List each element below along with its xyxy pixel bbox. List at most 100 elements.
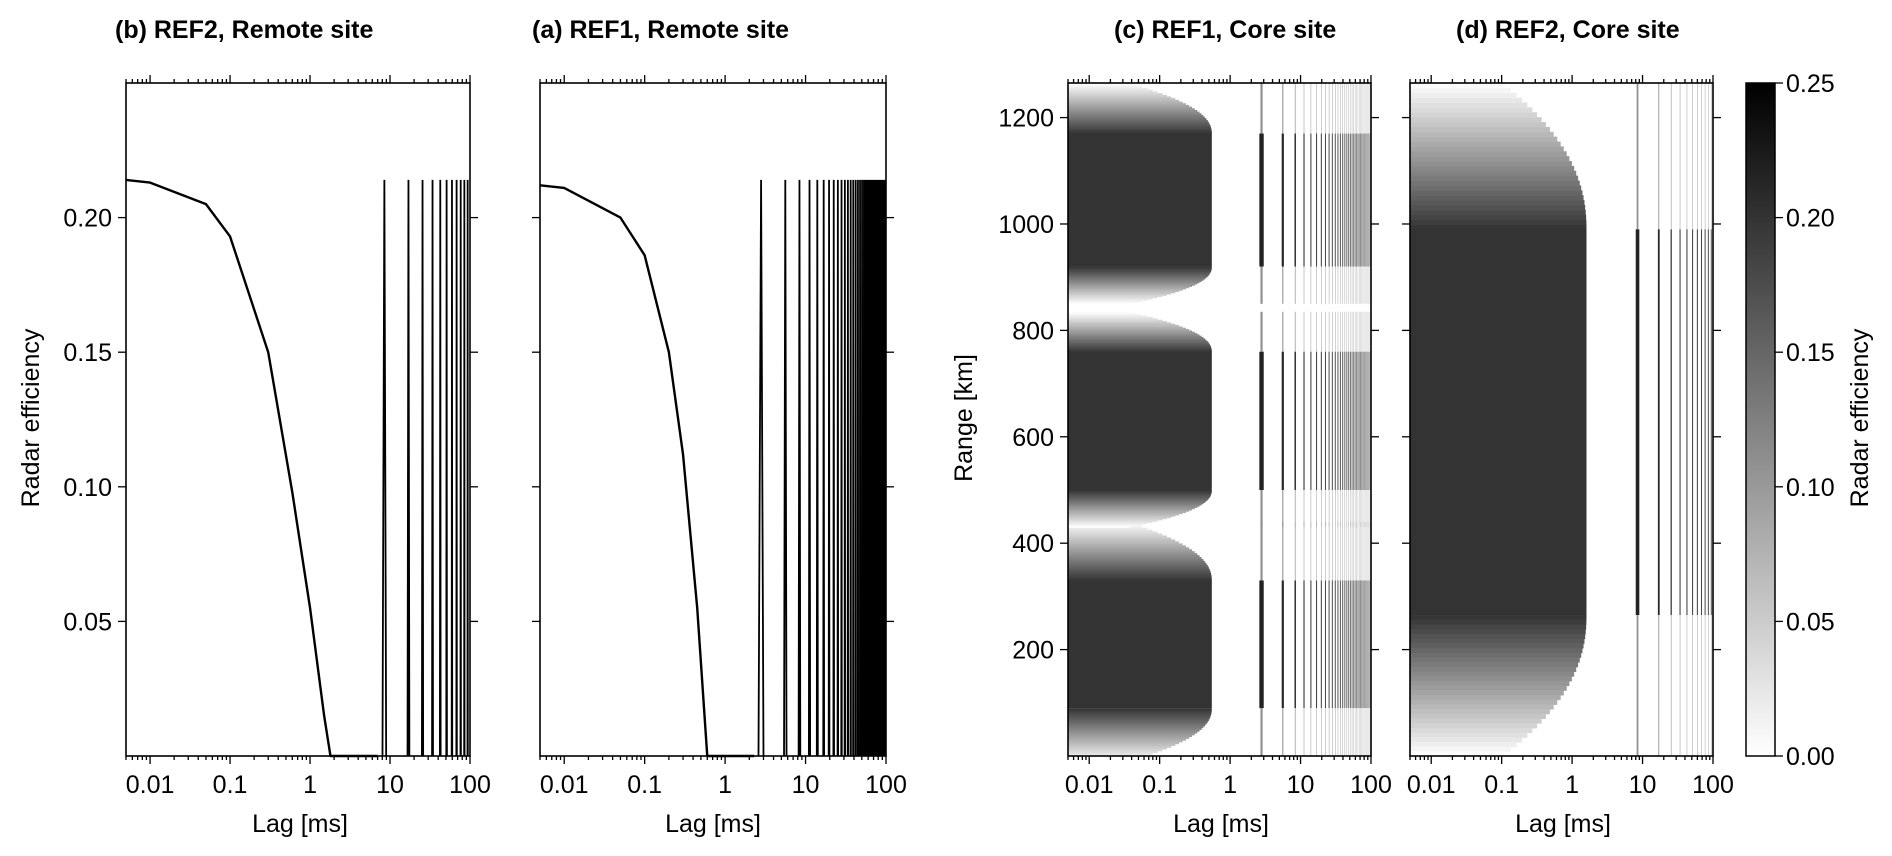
efficiency-block-edge: [1068, 302, 1131, 305]
efficiency-stripe-edge: [1366, 311, 1368, 352]
efficiency-stripe: [1356, 580, 1358, 709]
efficiency-block-edge: [1068, 494, 1211, 497]
efficiency-stripe: [1354, 351, 1356, 490]
efficiency-block-edge: [1068, 341, 1208, 343]
efficiency-stripe: [1281, 133, 1284, 267]
efficiency-stripe-edge: [1358, 83, 1360, 134]
y-tick-label: 0.05: [63, 608, 112, 636]
efficiency-block-edge: [1410, 741, 1517, 748]
efficiency-stripe: [1692, 229, 1694, 616]
efficiency-block-edge: [1410, 146, 1564, 152]
efficiency-block-edge: [1410, 87, 1511, 94]
efficiency-stripe-edge: [1260, 521, 1263, 581]
efficiency-block-edge: [1068, 517, 1167, 520]
efficiency-stripe-edge: [1346, 83, 1348, 134]
y-tick-label: 0.10: [63, 474, 112, 502]
efficiency-block-edge: [1068, 572, 1212, 576]
efficiency-stripe-edge: [1342, 489, 1343, 528]
efficiency-block-edge: [1068, 300, 1143, 302]
efficiency-block-edge: [1068, 276, 1207, 279]
efficiency-stripe-edge: [1354, 708, 1356, 756]
efficiency-block-edge: [1068, 720, 1208, 723]
efficiency-block-edge: [1068, 497, 1209, 500]
efficiency-block-edge: [1068, 278, 1204, 281]
efficiency-block-edge: [1068, 506, 1198, 508]
efficiency-block-edge: [1068, 116, 1206, 119]
efficiency-stripe: [1367, 133, 1369, 267]
efficiency-block-edge: [1068, 513, 1180, 516]
efficiency-stripe: [1367, 351, 1369, 490]
efficiency-block-edge: [1068, 727, 1202, 730]
panel-c-ref1-core: 0.01 0.1 1 10 100 200 400 600 800 1000 1200: [998, 75, 1392, 799]
efficiency-stripe-edge: [1360, 266, 1361, 304]
efficiency-stripe-edge: [1365, 708, 1367, 756]
efficiency-stripe-edge: [1332, 266, 1333, 304]
efficiency-stripe: [1320, 351, 1322, 490]
efficiency-stripe-edge: [1368, 708, 1370, 756]
panel-c-ylabel: Range [km]: [950, 354, 978, 482]
efficiency-block-edge: [1068, 266, 1212, 269]
efficiency-stripe-edge: [1711, 83, 1712, 230]
efficiency-stripe: [1259, 580, 1264, 709]
efficiency-stripe-edge: [1360, 521, 1361, 581]
efficiency-stripe: [1310, 133, 1312, 267]
efficiency-stripe-edge: [1335, 521, 1336, 581]
efficiency-stripe-edge: [1356, 708, 1357, 756]
efficiency-stripe-edge: [1332, 311, 1333, 352]
efficiency-block-edge: [1068, 711, 1212, 715]
efficiency-stripe-edge: [1361, 311, 1362, 352]
efficiency-stripe: [1366, 580, 1368, 709]
efficiency-stripe-edge: [1325, 489, 1326, 528]
efficiency-stripe: [1363, 133, 1365, 267]
efficiency-stripe: [1357, 580, 1359, 709]
efficiency-stripe: [1635, 229, 1640, 616]
efficiency-stripe-edge: [1658, 615, 1660, 756]
efficiency-stripe-edge: [1303, 83, 1305, 134]
efficiency-block-edge: [1068, 120, 1208, 123]
efficiency-stripe-edge: [1310, 266, 1312, 304]
efficiency-block-edge: [1068, 96, 1172, 99]
efficiency-stripe: [1686, 229, 1688, 616]
efficiency-block-edge: [1410, 619, 1587, 626]
x-tick-label: 1: [718, 771, 732, 799]
efficiency-stripe-edge: [1357, 266, 1359, 304]
y-tick-label: 400: [1012, 530, 1054, 558]
efficiency-stripe-edge: [1342, 83, 1343, 134]
efficiency-stripe-edge: [1365, 266, 1367, 304]
efficiency-block-edge: [1068, 564, 1208, 568]
efficiency-stripe: [1359, 133, 1361, 267]
efficiency-stripe-edge: [1701, 615, 1702, 756]
efficiency-block-edge: [1410, 165, 1575, 172]
efficiency-block-edge: [1068, 280, 1202, 283]
efficiency-stripe-edge: [1282, 266, 1284, 304]
efficiency-stripe-edge: [1708, 83, 1709, 230]
efficiency-stripe-edge: [1361, 489, 1362, 528]
efficiency-block-edge: [1410, 751, 1506, 756]
efficiency-stripe: [1369, 351, 1371, 490]
efficiency-block-edge: [1410, 112, 1538, 118]
efficiency-block-edge: [1068, 334, 1200, 337]
efficiency-stripe-edge: [1357, 489, 1359, 528]
efficiency-stripe-edge: [1282, 83, 1284, 134]
efficiency-block-edge: [1410, 97, 1523, 104]
efficiency-block-edge: [1068, 297, 1153, 300]
efficiency-block-edge: [1410, 107, 1533, 113]
efficiency-block-edge: [1410, 694, 1561, 701]
efficiency-block-edge: [1068, 103, 1186, 106]
efficiency-stripe-edge: [1363, 311, 1365, 352]
x-tick-label: 100: [449, 771, 491, 799]
efficiency-block-edge: [1068, 718, 1209, 722]
efficiency-stripe: [1334, 133, 1336, 267]
efficiency-block-edge: [1068, 118, 1207, 121]
efficiency-stripe-edge: [1692, 615, 1693, 756]
efficiency-stripe-edge: [1369, 708, 1371, 756]
efficiency-block-edge: [1410, 633, 1586, 640]
efficiency-stripe-edge: [1353, 266, 1354, 304]
efficiency-stripe: [1363, 351, 1365, 490]
efficiency-block-edge: [1410, 83, 1506, 89]
efficiency-block-edge: [1068, 562, 1207, 566]
panel-d-title: (d) REF2, Core site: [1456, 16, 1680, 44]
efficiency-block-edge: [1068, 101, 1183, 104]
efficiency-block-edge: [1068, 760, 1130, 762]
efficiency-stripe-edge: [1361, 708, 1362, 756]
